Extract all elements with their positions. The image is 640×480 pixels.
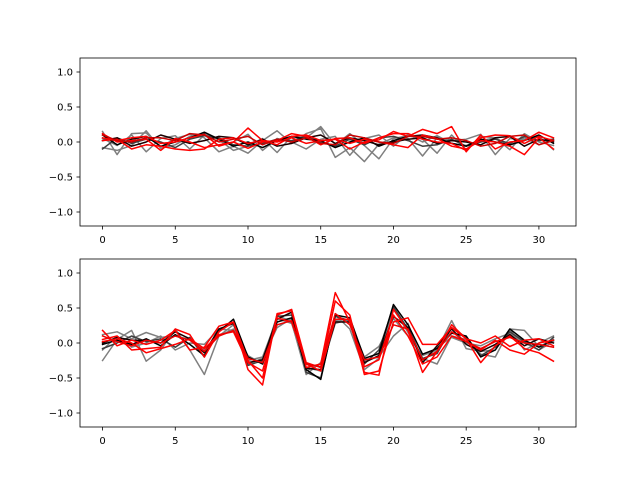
bottom-y-tick-label: 0.5 [57, 304, 73, 315]
top-x-tick-label: 30 [533, 235, 546, 246]
bottom-series-line-9 [101, 314, 555, 372]
top-x-tick-label: 10 [242, 235, 255, 246]
top-x-tick-label: 0 [99, 235, 105, 246]
bottom-x-tick-label: 30 [533, 436, 546, 447]
top-x-ticks: 0 5 10 15 20 25 30 [99, 226, 545, 246]
bottom-y-tick-label: −0.5 [49, 374, 73, 385]
bottom-y-tick-label: 0.0 [57, 339, 73, 350]
top-y-tick-label: −0.5 [49, 173, 73, 184]
bottom-series-line-10 [101, 312, 555, 368]
top-series-line-8 [101, 132, 555, 152]
top-x-tick-label: 25 [460, 235, 473, 246]
bottom-x-ticks: 0 5 10 15 20 25 30 [99, 427, 545, 447]
top-y-tick-label: −1.0 [49, 208, 73, 219]
top-y-ticks: 1.0 0.5 0.0 −0.5 −1.0 [49, 68, 80, 219]
top-x-tick-label: 5 [172, 235, 178, 246]
bottom-y-tick-label: −1.0 [49, 409, 73, 420]
top-x-tick-label: 20 [387, 235, 400, 246]
bottom-y-ticks: 1.0 0.5 0.0 −0.5 −1.0 [49, 269, 80, 420]
top-x-tick-label: 15 [314, 235, 327, 246]
bottom-x-tick-label: 10 [242, 436, 255, 447]
top-series-line-9 [101, 134, 555, 156]
top-series-group [101, 125, 555, 163]
top-series-line-10 [101, 132, 555, 147]
top-y-tick-label: 1.0 [57, 68, 73, 79]
top-y-tick-label: 0.5 [57, 103, 73, 114]
bottom-x-tick-label: 25 [460, 436, 473, 447]
bottom-x-tick-label: 0 [99, 436, 105, 447]
subplot-bottom: 0 5 10 15 20 25 30 1.0 0.5 0.0 −0.5 −1.0 [49, 258, 577, 447]
bottom-series-line-7 [101, 291, 555, 386]
top-y-tick-label: 0.0 [57, 138, 73, 149]
bottom-x-tick-label: 5 [172, 436, 178, 447]
bottom-x-tick-label: 20 [387, 436, 400, 447]
subplot-top: 0 5 10 15 20 25 30 1.0 0.5 0.0 −0.5 −1.0 [49, 57, 577, 246]
bottom-series-group [101, 291, 555, 386]
bottom-y-tick-label: 1.0 [57, 269, 73, 280]
bottom-series-line-8 [101, 300, 555, 379]
bottom-x-tick-label: 15 [314, 436, 327, 447]
